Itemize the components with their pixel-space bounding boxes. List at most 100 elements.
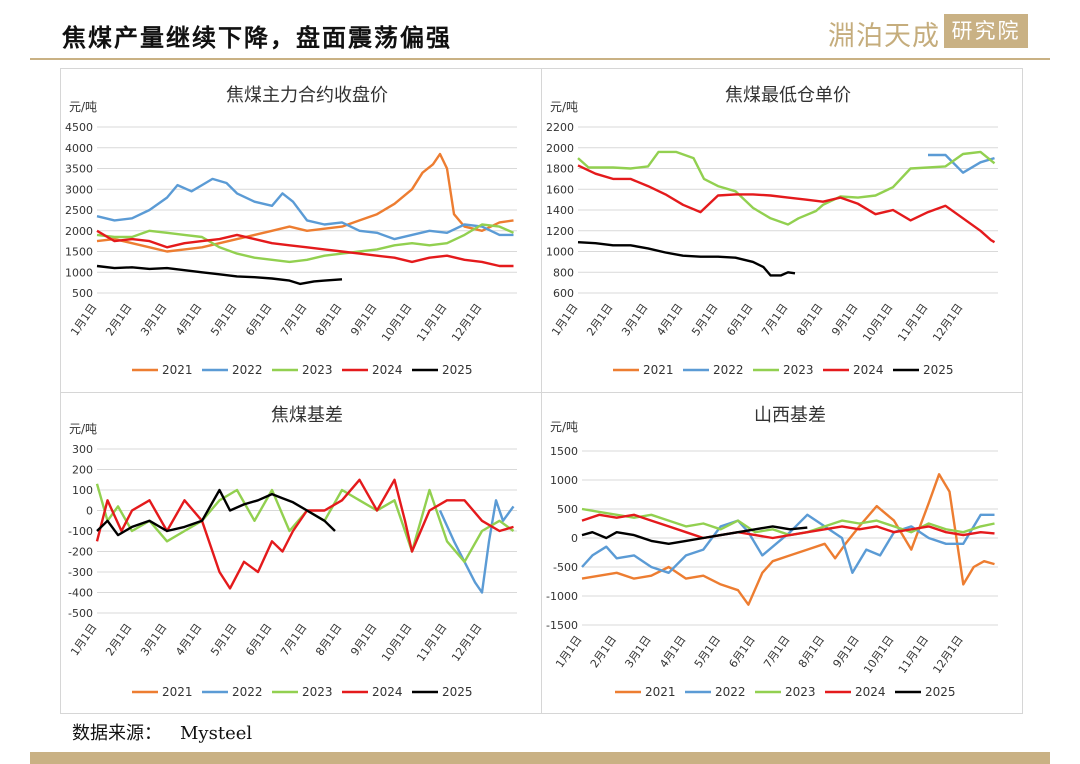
x-tick-label: 7月1日 (759, 301, 790, 338)
series-line-2022 (581, 513, 995, 574)
legend-label-2021: 2021 (645, 685, 676, 699)
series-line-2024 (96, 229, 514, 268)
x-tick-label: 3月1日 (619, 301, 650, 338)
legend-label-2022: 2022 (713, 363, 744, 377)
x-tick-label: 4月1日 (173, 621, 204, 658)
y-tick-label: -300 (68, 566, 93, 579)
y-tick-label: 1000 (65, 266, 93, 279)
y-tick-label: 1600 (546, 183, 574, 196)
x-tick-label: 7月1日 (278, 621, 309, 658)
x-tick-label: 8月1日 (313, 621, 344, 658)
x-tick-label: 1月1日 (549, 301, 580, 338)
x-tick-label: 10月1日 (861, 633, 896, 676)
y-tick-label: 1500 (550, 445, 578, 458)
y-tick-label: 1000 (550, 474, 578, 487)
series-line-2023 (95, 483, 515, 563)
legend-label-2023: 2023 (302, 685, 333, 699)
legend-label-2024: 2024 (853, 363, 884, 377)
legend-label-2021: 2021 (643, 363, 674, 377)
legend-label-2025: 2025 (442, 363, 473, 377)
y-unit-label: 元/吨 (69, 422, 97, 436)
series-line-2021 (96, 152, 514, 253)
y-tick-label: 2200 (546, 121, 574, 134)
y-tick-label: 2500 (65, 204, 93, 217)
x-tick-label: 5月1日 (689, 301, 720, 338)
x-tick-label: 12月1日 (449, 621, 484, 664)
y-tick-label: 500 (557, 503, 578, 516)
x-tick-label: 9月1日 (348, 301, 379, 338)
series-line-2023 (96, 223, 514, 264)
legend-label-2025: 2025 (923, 363, 954, 377)
x-tick-label: 10月1日 (379, 301, 414, 344)
logo-badge: 研究院 (944, 14, 1028, 48)
y-tick-label: 3500 (65, 163, 93, 176)
x-tick-label: 12月1日 (930, 301, 965, 344)
footer-bar (30, 752, 1050, 764)
x-tick-label: 11月1日 (896, 633, 931, 676)
y-tick-label: 1400 (546, 204, 574, 217)
y-tick-label: 2000 (65, 225, 93, 238)
legend-label-2024: 2024 (372, 363, 403, 377)
x-tick-label: 8月1日 (796, 633, 827, 670)
x-tick-label: 12月1日 (930, 633, 965, 676)
chart-panel-min-warrant: 焦煤最低仓单价 元/吨 600 800 1000 1200 1400 1600 1800 2000… (541, 68, 1023, 393)
legend-label-2022: 2022 (232, 363, 263, 377)
chart-title: 焦煤主力合约收盘价 (226, 85, 388, 106)
legend-label-2022: 2022 (715, 685, 746, 699)
y-tick-label: -1000 (546, 590, 578, 603)
series-line-2025 (577, 241, 796, 277)
y-tick-label: -100 (68, 525, 93, 538)
x-tick-label: 5月1日 (208, 301, 239, 338)
y-tick-label: -200 (68, 546, 93, 559)
data-source: 数据来源： Mysteel (72, 719, 252, 745)
x-tick-label: 7月1日 (761, 633, 792, 670)
y-tick-label: 1000 (546, 246, 574, 259)
page-title: 焦煤产量继续下降，盘面震荡偏强 (62, 23, 452, 52)
x-tick-label: 11月1日 (414, 621, 449, 664)
source-value: Mysteel (180, 723, 253, 744)
legend-label-2024: 2024 (855, 685, 886, 699)
y-tick-label: 500 (72, 287, 93, 300)
series-line-2024 (581, 513, 995, 540)
chart-title: 山西基差 (754, 405, 826, 426)
x-tick-label: 2月1日 (584, 301, 615, 338)
logo: 淵泊天成 研究院 (828, 12, 1028, 52)
series-line-2022 (928, 153, 995, 174)
legend-label-2024: 2024 (372, 685, 403, 699)
x-tick-label: 3月1日 (138, 301, 169, 338)
legend-label-2023: 2023 (302, 363, 333, 377)
y-tick-label: 0 (86, 505, 93, 518)
y-tick-label: 0 (571, 532, 578, 545)
chart-panel-basis: 焦煤基差 元/吨 -500 -400 -300 -200 -100 0 100 200 300 1月1… (60, 392, 542, 714)
y-tick-label: 1500 (65, 246, 93, 259)
y-tick-label: -500 (68, 607, 93, 620)
legend-label-2025: 2025 (442, 685, 473, 699)
source-label: 数据来源： (72, 723, 162, 744)
series-line-2024 (95, 478, 514, 590)
chart-panel-shanxi-basis: 山西基差 元/吨 -1500 -1000 -500 0 500 1000 1500 1月1日 2月1… (541, 392, 1023, 714)
y-tick-label: 4500 (65, 121, 93, 134)
x-tick-label: 12月1日 (449, 301, 484, 344)
x-tick-label: 9月1日 (830, 633, 861, 670)
x-tick-label: 5月1日 (692, 633, 723, 670)
x-tick-label: 1月1日 (553, 633, 584, 670)
series-line-2023 (577, 150, 996, 226)
y-unit-label: 元/吨 (69, 100, 97, 114)
legend-label-2023: 2023 (783, 363, 814, 377)
y-tick-label: 4000 (65, 142, 93, 155)
x-tick-label: 6月1日 (726, 633, 757, 670)
legend-label-2025: 2025 (925, 685, 956, 699)
x-tick-label: 1月1日 (68, 621, 99, 658)
x-tick-label: 3月1日 (138, 621, 169, 658)
series-line-2022 (438, 499, 515, 594)
x-tick-label: 6月1日 (724, 301, 755, 338)
y-tick-label: 1800 (546, 163, 574, 176)
y-tick-label: -1500 (546, 619, 578, 632)
x-tick-label: 4月1日 (654, 301, 685, 338)
legend-label-2021: 2021 (162, 363, 193, 377)
x-tick-label: 10月1日 (860, 301, 895, 344)
